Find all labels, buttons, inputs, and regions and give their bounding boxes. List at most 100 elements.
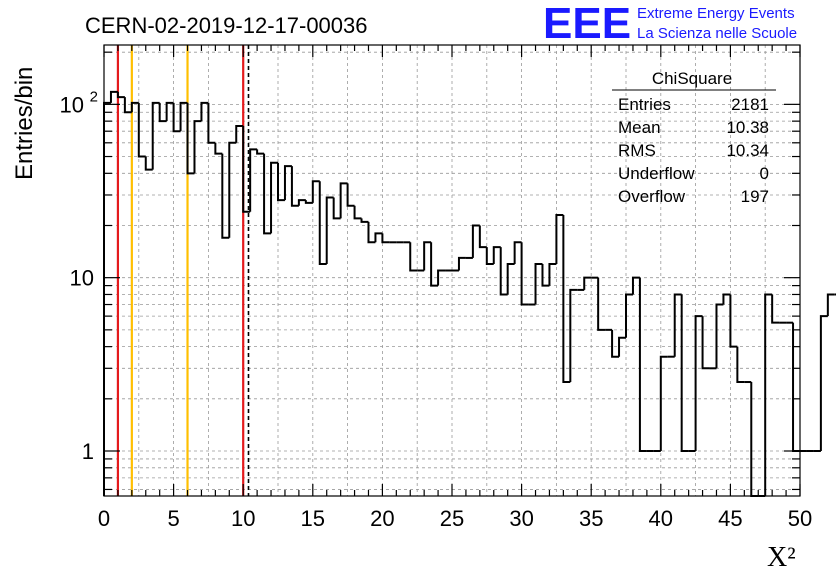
histogram-bin	[123, 97, 132, 114]
histogram-bin	[235, 125, 244, 143]
histogram-bin	[569, 288, 578, 383]
stats-row-label: Underflow	[618, 164, 695, 183]
histogram-bin	[534, 262, 543, 305]
histogram-bin	[130, 101, 139, 113]
histogram-bin	[228, 141, 237, 238]
histogram-bin	[346, 183, 355, 207]
histogram-bin	[283, 165, 292, 201]
x-tick-label: 35	[579, 506, 603, 531]
histogram-bin	[492, 246, 501, 264]
histogram-bin	[478, 225, 487, 249]
histogram-bin	[263, 153, 272, 235]
histogram-bin	[256, 149, 265, 155]
histogram-bin	[311, 180, 320, 203]
histogram-bin	[353, 205, 362, 220]
x-tick-label: 30	[509, 506, 533, 531]
histogram-bin	[764, 293, 773, 496]
eee-logo: EEE Extreme Energy Events La Scienza nel…	[543, 0, 797, 48]
histogram-bin	[583, 276, 592, 290]
histogram-bin	[555, 213, 564, 264]
histogram-bin	[179, 101, 188, 132]
histogram-bin	[499, 247, 508, 296]
histogram-bin	[116, 91, 125, 99]
stats-row-value: 10.38	[726, 118, 769, 137]
x-tick-label: 15	[301, 506, 325, 531]
histogram-bin	[144, 156, 153, 171]
histogram-bin	[694, 315, 703, 451]
x-tick-label: 5	[167, 506, 179, 531]
stats-row-value: 2181	[731, 95, 769, 114]
histogram-bin	[270, 161, 278, 234]
histogram-bin	[381, 233, 390, 244]
eee-logo-line2: La Scienza nelle Scuole	[637, 25, 797, 42]
histogram-bin	[471, 224, 480, 258]
histogram-bin	[207, 102, 216, 144]
stats-row-value: 0	[760, 164, 769, 183]
histogram-bin	[360, 218, 369, 223]
stats-row-label: Mean	[618, 118, 661, 137]
histogram-bin	[151, 101, 160, 170]
histogram-bin	[423, 241, 432, 271]
histogram-bin	[277, 162, 285, 202]
histogram-bin	[304, 200, 313, 204]
x-tick-label: 10	[231, 506, 255, 531]
histogram-bin	[367, 221, 376, 244]
chart-title: CERN-02-2019-12-17-00036	[85, 13, 368, 38]
histogram-bin	[506, 262, 515, 295]
histogram-bin	[659, 355, 668, 451]
histogram-bin	[158, 102, 167, 123]
histogram-bin	[325, 196, 334, 264]
histogram-bin	[214, 142, 223, 155]
histogram-bin	[318, 181, 327, 265]
histogram-bin	[611, 329, 620, 358]
histogram-bin	[332, 197, 341, 220]
histogram-bin	[339, 182, 348, 219]
x-tick-label: 20	[370, 506, 394, 531]
histogram-bin	[520, 242, 529, 306]
x-tick-label: 25	[440, 506, 464, 531]
histogram-bin	[290, 166, 299, 207]
stats-row-label: Entries	[618, 95, 671, 114]
histogram-bin	[826, 293, 835, 317]
histogram-bin	[722, 293, 731, 305]
x-tick-label: 50	[788, 506, 812, 531]
histogram-bin	[792, 322, 800, 452]
stats-row-label: Overflow	[618, 187, 686, 206]
histogram-bin	[548, 262, 557, 286]
grid	[104, 45, 800, 496]
histogram-bin	[109, 90, 118, 103]
x-tick-label: 40	[649, 506, 673, 531]
histogram-bin	[819, 315, 828, 451]
x-tick-label: 45	[718, 506, 742, 531]
x-axis-label: X²	[767, 542, 796, 572]
histogram-bin	[513, 241, 522, 264]
histogram-bin	[193, 120, 202, 174]
histogram-bars	[103, 90, 836, 497]
stats-row-value: 197	[741, 187, 769, 206]
eee-logo-text: EEE	[543, 0, 631, 48]
stats-title: ChiSquare	[652, 69, 732, 88]
histogram-bin	[625, 293, 633, 338]
x-tick-label: 0	[98, 506, 110, 531]
stats-box: ChiSquare Entries 2181 Mean 10.38 RMS 10.34 Un…	[612, 69, 776, 206]
histogram-bin	[430, 242, 439, 287]
histogram-bin	[200, 101, 209, 122]
histogram-bin	[597, 277, 606, 331]
axes: 0 5 10 15 20 25 30 35 40 45 50 1 10 10 2	[60, 45, 812, 531]
histogram-bin	[715, 303, 724, 369]
histogram-bin	[172, 102, 181, 133]
y-axis-label: Entries/bin	[11, 67, 38, 180]
histogram-bin	[736, 346, 745, 384]
histogram-bin	[485, 247, 494, 265]
histogram-bin	[729, 294, 738, 348]
histogram-bin	[221, 153, 230, 239]
y-tick-label: 1	[82, 439, 94, 464]
histogram-bin	[771, 294, 780, 324]
eee-logo-line1: Extreme Energy Events	[637, 5, 795, 22]
histogram-bin	[562, 214, 571, 384]
histogram-bin	[249, 148, 258, 212]
histogram-bin	[631, 276, 640, 295]
stats-row-label: RMS	[618, 141, 656, 160]
histogram-bin	[103, 101, 111, 496]
